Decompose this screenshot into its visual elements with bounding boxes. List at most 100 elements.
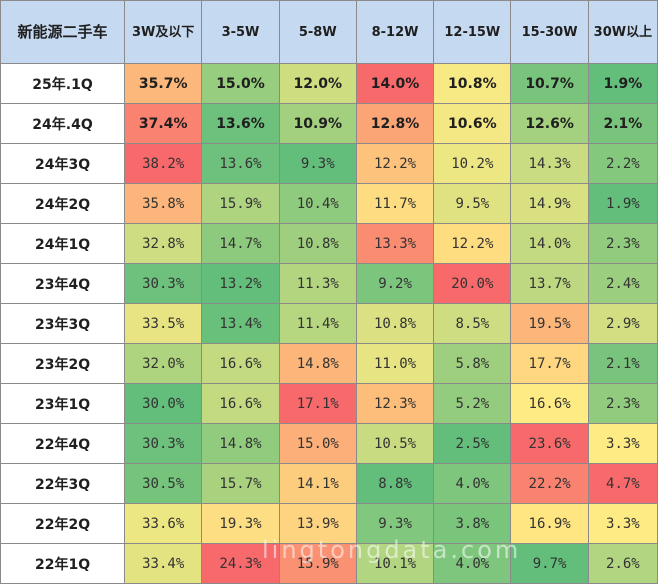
table-row: 23年2Q 32.0% 16.6% 14.8% 11.0% 5.8% 17.7% 2.1%: [0, 343, 659, 384]
heatmap-cell: 2.3%: [587, 383, 659, 424]
heatmap-cell: 35.7%: [124, 63, 203, 104]
heatmap-cell: 11.7%: [355, 183, 435, 224]
heatmap-cell: 37.4%: [124, 103, 203, 144]
heatmap-cell: 5.2%: [433, 383, 512, 424]
table-row: 23年3Q 33.5% 13.4% 11.4% 10.8% 8.5% 19.5% 2.9%: [0, 303, 659, 344]
heatmap-cell: 15.0%: [278, 423, 357, 464]
heatmap-cell: 14.0%: [355, 63, 435, 104]
column-header-3w-below: 3W及以下: [124, 0, 203, 64]
heatmap-cell: 14.9%: [510, 183, 589, 224]
heatmap-cell: 10.8%: [278, 223, 357, 264]
heatmap-cell: 3.8%: [433, 503, 512, 544]
heatmap-cell: 2.1%: [587, 343, 659, 384]
column-header-15-30w: 15-30W: [510, 0, 589, 64]
row-label: 24年2Q: [0, 183, 126, 224]
heatmap-cell: 15.0%: [201, 63, 280, 104]
heatmap-cell: 2.6%: [587, 543, 659, 584]
heatmap-cell: 2.3%: [587, 223, 659, 264]
heatmap-cell: 16.6%: [201, 343, 280, 384]
column-header-3-5w: 3-5W: [201, 0, 280, 64]
heatmap-body: 25年.1Q 35.7% 15.0% 12.0% 14.0% 10.8% 10.7% 1.9%…: [0, 63, 659, 584]
heatmap-cell: 5.8%: [433, 343, 512, 384]
table-row: 24年.4Q 37.4% 13.6% 10.9% 12.8% 10.6% 12.6% 2.1%: [0, 103, 659, 144]
heatmap-cell: 30.0%: [124, 383, 203, 424]
heatmap-cell: 17.7%: [510, 343, 589, 384]
heatmap-cell: 14.7%: [201, 223, 280, 264]
heatmap-cell: 13.3%: [355, 223, 435, 264]
heatmap-cell: 13.9%: [278, 503, 357, 544]
heatmap-cell: 3.3%: [587, 503, 659, 544]
heatmap-cell: 13.6%: [201, 103, 280, 144]
column-header-8-12w: 8-12W: [355, 0, 435, 64]
table-row: 22年2Q 33.6% 19.3% 13.9% 9.3% 3.8% 16.9% 3.3%: [0, 503, 659, 544]
heatmap-cell: 8.5%: [433, 303, 512, 344]
header-row: 新能源二手车 3W及以下 3-5W 5-8W 8-12W 12-15W 15-3…: [0, 0, 659, 64]
heatmap-cell: 10.9%: [278, 103, 357, 144]
heatmap-cell: 33.4%: [124, 543, 203, 584]
heatmap-cell: 9.3%: [278, 143, 357, 184]
heatmap-cell: 10.6%: [433, 103, 512, 144]
row-label: 24年1Q: [0, 223, 126, 264]
table-row: 23年4Q 30.3% 13.2% 11.3% 9.2% 20.0% 13.7% 2.4%: [0, 263, 659, 304]
heatmap-cell: 10.2%: [433, 143, 512, 184]
heatmap-cell: 9.2%: [355, 263, 435, 304]
heatmap-cell: 12.6%: [510, 103, 589, 144]
heatmap-cell: 2.1%: [587, 103, 659, 144]
heatmap-cell: 9.5%: [433, 183, 512, 224]
heatmap-cell: 22.2%: [510, 463, 589, 504]
heatmap-cell: 4.7%: [587, 463, 659, 504]
heatmap-cell: 13.7%: [510, 263, 589, 304]
heatmap-cell: 2.4%: [587, 263, 659, 304]
row-label: 23年3Q: [0, 303, 126, 344]
heatmap-cell: 10.1%: [355, 543, 435, 584]
heatmap-cell: 11.3%: [278, 263, 357, 304]
row-label: 24年.4Q: [0, 103, 126, 144]
row-label: 25年.1Q: [0, 63, 126, 104]
row-label: 22年4Q: [0, 423, 126, 464]
row-label: 23年2Q: [0, 343, 126, 384]
heatmap-cell: 12.8%: [355, 103, 435, 144]
heatmap-cell: 4.0%: [433, 543, 512, 584]
heatmap-cell: 3.3%: [587, 423, 659, 464]
heatmap-cell: 14.0%: [510, 223, 589, 264]
heatmap-cell: 1.9%: [587, 63, 659, 104]
heatmap-cell: 13.4%: [201, 303, 280, 344]
row-label: 23年4Q: [0, 263, 126, 304]
heatmap-cell: 19.3%: [201, 503, 280, 544]
heatmap-cell: 8.8%: [355, 463, 435, 504]
heatmap-cell: 14.8%: [201, 423, 280, 464]
table-row: 24年1Q 32.8% 14.7% 10.8% 13.3% 12.2% 14.0% 2.3%: [0, 223, 659, 264]
column-header-5-8w: 5-8W: [278, 0, 357, 64]
heatmap-cell: 14.8%: [278, 343, 357, 384]
heatmap-cell: 10.4%: [278, 183, 357, 224]
heatmap-cell: 11.4%: [278, 303, 357, 344]
heatmap-cell: 10.8%: [355, 303, 435, 344]
corner-label: 新能源二手车: [0, 0, 126, 64]
heatmap-cell: 35.8%: [124, 183, 203, 224]
column-header-30w-above: 30W以上: [587, 0, 659, 64]
heatmap-cell: 16.9%: [510, 503, 589, 544]
heatmap-cell: 16.6%: [201, 383, 280, 424]
heatmap-cell: 14.1%: [278, 463, 357, 504]
heatmap-cell: 32.8%: [124, 223, 203, 264]
heatmap-cell: 13.6%: [201, 143, 280, 184]
heatmap-cell: 38.2%: [124, 143, 203, 184]
heatmap-cell: 14.3%: [510, 143, 589, 184]
heatmap-cell: 15.7%: [201, 463, 280, 504]
table-row: 24年3Q 38.2% 13.6% 9.3% 12.2% 10.2% 14.3% 2.2%: [0, 143, 659, 184]
heatmap-cell: 19.5%: [510, 303, 589, 344]
heatmap-cell: 32.0%: [124, 343, 203, 384]
heatmap-cell: 17.1%: [278, 383, 357, 424]
heatmap-cell: 30.5%: [124, 463, 203, 504]
heatmap-cell: 33.6%: [124, 503, 203, 544]
heatmap-cell: 24.3%: [201, 543, 280, 584]
heatmap-cell: 4.0%: [433, 463, 512, 504]
heatmap-cell: 9.3%: [355, 503, 435, 544]
heatmap-cell: 12.3%: [355, 383, 435, 424]
heatmap-cell: 16.6%: [510, 383, 589, 424]
heatmap-cell: 2.9%: [587, 303, 659, 344]
heatmap-cell: 1.9%: [587, 183, 659, 224]
row-label: 24年3Q: [0, 143, 126, 184]
heatmap-cell: 15.9%: [278, 543, 357, 584]
heatmap-cell: 15.9%: [201, 183, 280, 224]
